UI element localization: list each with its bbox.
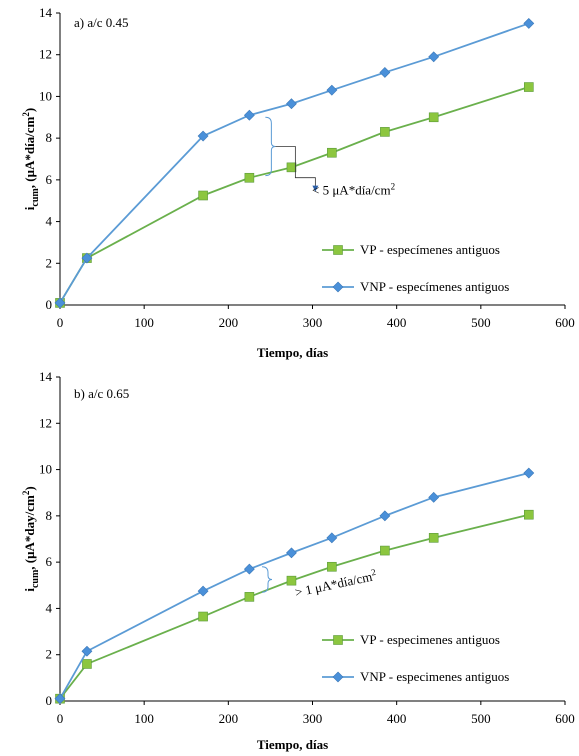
annotation-bracket: [265, 116, 276, 177]
vnp-point: [197, 585, 209, 597]
y-tick-label: 10: [39, 462, 52, 477]
vp-point: [428, 533, 439, 543]
x-tick-label: 300: [303, 315, 323, 330]
vnp-point: [286, 98, 297, 110]
legend-marker-vp: [333, 635, 343, 645]
vnp-point: [326, 532, 338, 544]
vp-point: [327, 561, 337, 572]
y-tick-label: 2: [46, 647, 53, 662]
y-tick-label: 14: [39, 5, 53, 20]
vnp-point: [54, 297, 66, 309]
y-tick-label: 0: [46, 693, 53, 708]
chart-panel-b: 0 2 4 6 8 10 12 14 0 100 200 300 400 500 600 Tiempo, dí…: [21, 369, 575, 752]
y-tick-label: 12: [39, 415, 52, 430]
y-tick-label: 12: [39, 47, 52, 62]
y-tick-label: 8: [46, 508, 53, 523]
y-tick-label: 10: [39, 88, 52, 103]
vp-point: [286, 575, 297, 586]
vnp-point: [523, 467, 535, 479]
vp-point: [286, 162, 297, 173]
x-tick-label: 600: [555, 315, 575, 330]
annotation-bracket: [261, 566, 273, 593]
annotation-arrow-icon: [312, 185, 319, 192]
annotation-leader: [275, 146, 316, 188]
vp-point: [82, 659, 92, 669]
panel-label: a) a/c 0.45: [74, 15, 129, 30]
vp-point: [428, 112, 439, 123]
legend-label-vnp: VNP - especímenes antiguos: [360, 279, 509, 294]
x-tick-label: 200: [219, 711, 239, 726]
x-tick-label: 200: [219, 315, 239, 330]
legend-label-vp: VP - especimenes antiguos: [360, 632, 500, 647]
legend-label-vnp: VNP - especimenes antiguos: [360, 669, 509, 684]
x-tick-label: 300: [303, 711, 323, 726]
x-tick-label: 400: [387, 315, 407, 330]
x-tick-label: 500: [471, 711, 491, 726]
vp-point: [198, 611, 208, 622]
y-tick-label: 8: [46, 130, 53, 145]
legend-marker-vp: [333, 245, 343, 255]
vnp-point: [197, 130, 209, 142]
vnp-point: [428, 51, 440, 63]
annotation-text: > 1 μA*día/cm2: [293, 567, 378, 600]
vnp-point: [286, 547, 297, 559]
vp-point: [524, 82, 534, 92]
x-axis-title: Tiempo, días: [257, 737, 328, 752]
y-tick-label: 6: [46, 172, 53, 187]
x-tick-label: 400: [387, 711, 407, 726]
y-axis-title: icum, (μA*día/cm2): [21, 108, 41, 210]
chart-panel-a: 0 2 4 6 8 10 12 14 0 100 200 300 400 500 600 Tiempo, dí…: [21, 5, 575, 360]
annotation-text: < 5 μA*día/cm2: [312, 181, 395, 197]
vp-point: [244, 172, 255, 183]
legend-marker-vnp: [332, 671, 344, 683]
x-axis-title: Tiempo, días: [257, 345, 328, 360]
vp-point: [198, 190, 208, 201]
y-tick-label: 0: [46, 297, 53, 312]
vnp-point: [81, 645, 93, 657]
vp-point: [524, 509, 534, 520]
x-tick-label: 600: [555, 711, 575, 726]
vp-point: [380, 545, 390, 556]
y-tick-label: 14: [39, 369, 53, 384]
y-axis-title: icum, (μA*day/cm2): [21, 486, 41, 591]
vnp-point: [379, 510, 391, 522]
y-tick-label: 4: [46, 600, 53, 615]
legend-label-vp: VP - especímenes antiguos: [360, 242, 500, 257]
vnp-point: [54, 693, 66, 705]
vnp-point: [379, 67, 391, 78]
x-tick-label: 0: [57, 315, 64, 330]
vnp-point: [243, 563, 255, 575]
vnp-point: [81, 252, 93, 264]
panel-label: b) a/c 0.65: [74, 386, 129, 401]
vp-point: [380, 127, 390, 137]
y-tick-label: 2: [46, 255, 53, 270]
vnp-point: [326, 84, 338, 96]
vnp-point: [428, 491, 440, 503]
vnp-point: [523, 18, 535, 29]
y-tick-label: 4: [46, 214, 53, 229]
x-tick-label: 100: [134, 315, 154, 330]
legend-marker-vnp: [332, 281, 344, 293]
y-tick-label: 6: [46, 554, 53, 569]
x-tick-label: 100: [134, 711, 154, 726]
x-tick-label: 0: [57, 711, 64, 726]
vp-point: [327, 147, 337, 158]
vnp-point: [243, 109, 255, 121]
x-tick-label: 500: [471, 315, 491, 330]
vp-point: [244, 592, 255, 602]
series-line-vp: [59, 86, 530, 304]
